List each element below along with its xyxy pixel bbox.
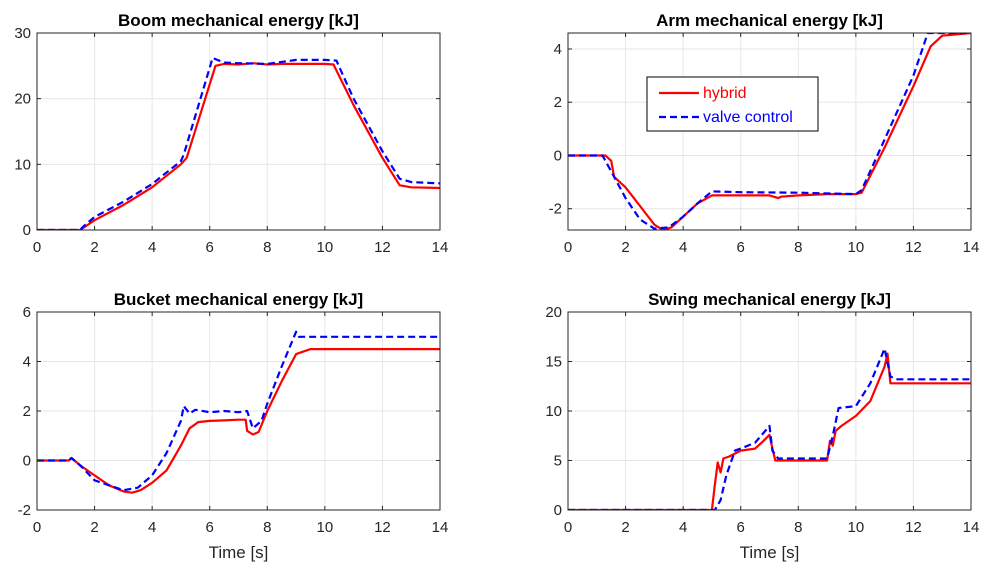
- x-tick-label: 2: [621, 519, 629, 536]
- x-tick-label: 8: [794, 239, 802, 256]
- axes-box: [36, 32, 441, 231]
- x-tick-label: 8: [263, 239, 271, 256]
- x-tick-label: 10: [848, 519, 865, 536]
- x-tick-label: 6: [737, 239, 745, 256]
- x-tick-label: 8: [794, 519, 802, 536]
- x-tick-label: 2: [90, 239, 98, 256]
- x-tick-label: 0: [33, 239, 41, 256]
- x-tick-label: 2: [621, 239, 629, 256]
- y-tick-label: 10: [14, 156, 31, 173]
- chart-title: Swing mechanical energy [kJ]: [648, 290, 891, 309]
- y-tick-label: 4: [554, 41, 562, 58]
- series-hybrid: [568, 33, 971, 230]
- y-tick-label: 4: [23, 354, 31, 371]
- x-tick-label: 0: [564, 239, 572, 256]
- legend-box: [646, 76, 819, 132]
- legend-label: valve control: [703, 109, 793, 126]
- y-tick-label: 20: [14, 91, 31, 108]
- x-tick-label: 4: [148, 239, 156, 256]
- y-tick-label: 15: [545, 354, 562, 371]
- legend: hybrid valve control: [646, 76, 819, 132]
- x-tick-label: 12: [374, 239, 391, 256]
- x-tick-label: 14: [963, 519, 980, 536]
- series-valve-control: [568, 33, 971, 230]
- series-hybrid: [568, 352, 971, 510]
- y-tick-label: 0: [23, 222, 31, 239]
- legend-label: hybrid: [703, 85, 747, 102]
- x-tick-label: 10: [848, 239, 865, 256]
- y-tick-label: 30: [14, 25, 31, 42]
- x-tick-label: 14: [963, 239, 980, 256]
- y-tick-label: 0: [554, 502, 562, 519]
- x-tick-label: 6: [206, 519, 214, 536]
- series-valve-control: [568, 347, 971, 510]
- y-tick-label: 10: [545, 403, 562, 420]
- y-tick-label: 0: [23, 453, 31, 470]
- chart-title: Boom mechanical energy [kJ]: [118, 11, 359, 30]
- subplot-4: 0 2 4 6 8 10 12 14 0 5 10 15 20 Swing mechanical ener…: [545, 290, 979, 562]
- series-valve-control: [37, 56, 440, 230]
- y-tick-label: 5: [554, 453, 562, 470]
- x-tick-label: 8: [263, 519, 271, 536]
- x-tick-label: 4: [148, 519, 156, 536]
- y-tick-label: 20: [545, 304, 562, 321]
- chart-title: Bucket mechanical energy [kJ]: [114, 290, 363, 309]
- x-tick-label: 14: [432, 239, 449, 256]
- x-tick-label: 6: [737, 519, 745, 536]
- x-tick-label: 6: [206, 239, 214, 256]
- x-tick-label: 2: [90, 519, 98, 536]
- x-axis-label: Time [s]: [740, 543, 800, 562]
- axes-box: [567, 32, 972, 231]
- y-tick-label: 2: [23, 403, 31, 420]
- x-tick-label: 12: [905, 519, 922, 536]
- series-valve-control: [37, 330, 440, 492]
- x-tick-label: 12: [905, 239, 922, 256]
- x-tick-label: 12: [374, 519, 391, 536]
- y-tick-label: 0: [554, 147, 562, 164]
- x-tick-label: 10: [317, 519, 334, 536]
- x-tick-label: 0: [564, 519, 572, 536]
- y-tick-label: -2: [18, 502, 31, 519]
- x-tick-label: 4: [679, 239, 687, 256]
- x-tick-label: 14: [432, 519, 449, 536]
- chart-title: Arm mechanical energy [kJ]: [656, 11, 883, 30]
- x-tick-label: 4: [679, 519, 687, 536]
- subplot-2: 0 2 4 6 8 10 12 14 -2 0 2 4 Arm mechanical energy [k…: [549, 11, 980, 256]
- x-tick-label: 10: [317, 239, 334, 256]
- y-tick-label: 2: [554, 94, 562, 111]
- y-tick-label: -2: [549, 201, 562, 218]
- subplot-1: 0 2 4 6 8 10 12 14 0 10 20 30 Boom mechanical energy…: [14, 11, 448, 256]
- y-tick-label: 6: [23, 304, 31, 321]
- x-tick-label: 0: [33, 519, 41, 536]
- x-axis-label: Time [s]: [209, 543, 269, 562]
